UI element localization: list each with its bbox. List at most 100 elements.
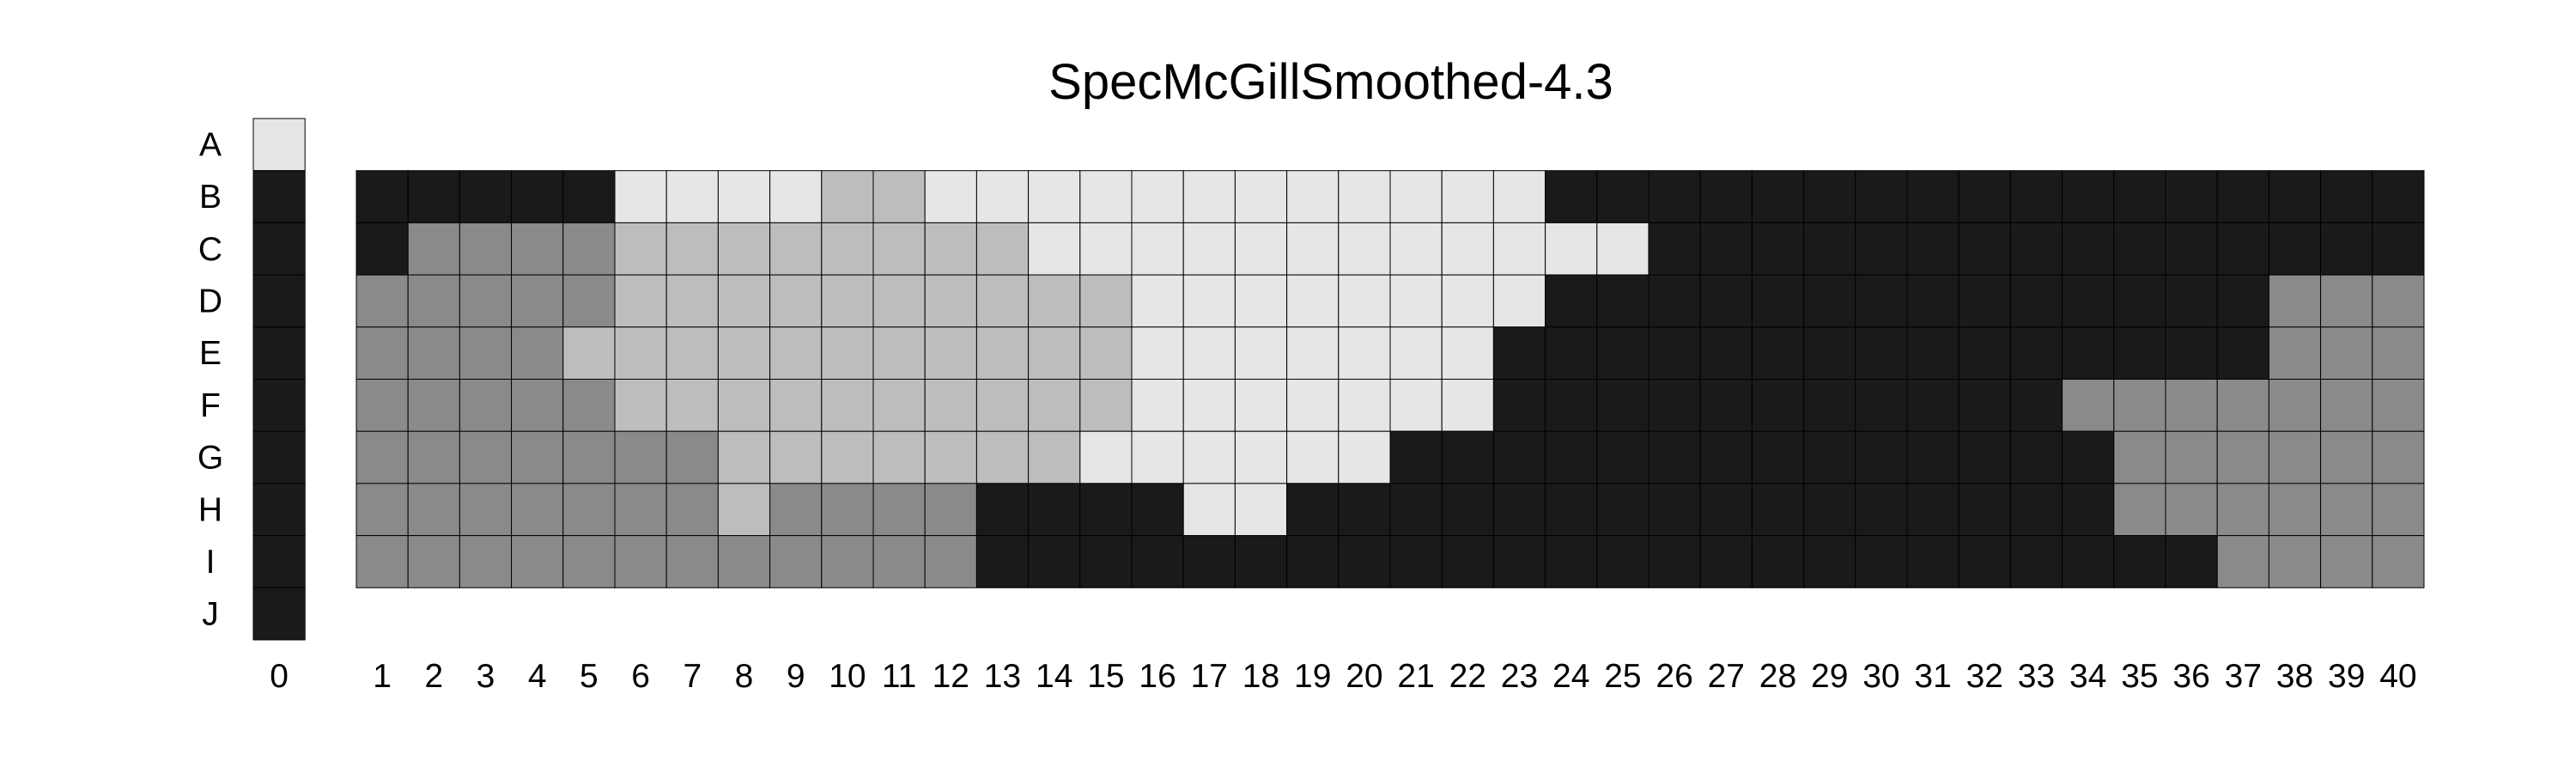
heatmap-cell-c-9 <box>769 222 823 276</box>
heatmap-cell-b-35 <box>2113 170 2166 223</box>
heatmap-cell-e-1 <box>355 326 409 380</box>
heatmap-cell-e-18 <box>1234 326 1288 380</box>
heatmap-cell-g-40 <box>2372 430 2425 484</box>
heatmap-cell-f-35 <box>2113 379 2166 432</box>
heatmap-cell-f-24 <box>1545 379 1598 432</box>
heatmap-cell-c-29 <box>1803 222 1856 276</box>
heatmap-cell-h-25 <box>1596 483 1649 537</box>
heatmap-cell-b-40 <box>2372 170 2425 223</box>
heatmap-cell-b-7 <box>665 170 719 223</box>
heatmap-cell-f-38 <box>2268 379 2322 432</box>
heatmap-cell-g-13 <box>975 430 1030 484</box>
column-label-22: 22 <box>1449 658 1486 695</box>
heatmap-cell-h-1 <box>355 483 409 537</box>
heatmap-cell-c-40 <box>2372 222 2425 276</box>
column-label-24: 24 <box>1552 658 1589 695</box>
heatmap-cell-e-7 <box>665 326 719 380</box>
heatmap-cell-b-22 <box>1441 170 1494 223</box>
heatmap-cell-f-13 <box>975 379 1030 432</box>
heatmap-cell-i-11 <box>872 535 926 588</box>
heatmap-cell-f-32 <box>1958 379 2011 432</box>
heatmap-cell-e-11 <box>872 326 926 380</box>
heatmap-cell-e-9 <box>769 326 823 380</box>
column-label-39: 39 <box>2328 658 2365 695</box>
row-label-a: A <box>199 126 222 163</box>
heatmap-cell-h-21 <box>1389 483 1443 537</box>
heatmap-cell-c-22 <box>1441 222 1494 276</box>
heatmap-cell-c-31 <box>1906 222 1959 276</box>
heatmap-cell-i-18 <box>1234 535 1288 588</box>
heatmap-cell-c-27 <box>1699 222 1753 276</box>
heatmap-cell-b-24 <box>1545 170 1598 223</box>
column-label-33: 33 <box>2018 658 2055 695</box>
heatmap-cell-c-30 <box>1855 222 1908 276</box>
heatmap-cell-i-15 <box>1079 535 1133 588</box>
column-label-38: 38 <box>2276 658 2313 695</box>
column-label-14: 14 <box>1036 658 1072 695</box>
heatmap-cell-c-19 <box>1286 222 1340 276</box>
heatmap-cell-i-40 <box>2372 535 2425 588</box>
heatmap-cell-i-3 <box>459 535 513 588</box>
heatmap-cell-g-30 <box>1855 430 1908 484</box>
heatmap-cell-f-27 <box>1699 379 1753 432</box>
heatmap-cell-b-30 <box>1855 170 1908 223</box>
heatmap-cell-d-17 <box>1182 274 1236 328</box>
column-label-37: 37 <box>2225 658 2262 695</box>
heatmap-cell-d-19 <box>1286 274 1340 328</box>
heatmap-cell-d-20 <box>1338 274 1391 328</box>
heatmap-cell-f-16 <box>1131 379 1184 432</box>
heatmap-cell-h-8 <box>717 483 771 537</box>
heatmap-cell-g-7 <box>665 430 719 484</box>
column-label-20: 20 <box>1346 658 1382 695</box>
heatmap-cell-h-6 <box>614 483 667 537</box>
heatmap-cell-h-29 <box>1803 483 1856 537</box>
heatmap-cell-b-12 <box>924 170 977 223</box>
heatmap-cell-g-6 <box>614 430 667 484</box>
heatmap-cell-b-5 <box>562 170 616 223</box>
heatmap-cell-g-39 <box>2320 430 2373 484</box>
heatmap-cell-e-22 <box>1441 326 1494 380</box>
column-label-35: 35 <box>2121 658 2158 695</box>
heatmap-cell-c-34 <box>2062 222 2115 276</box>
heatmap-cell-d-14 <box>1028 274 1081 328</box>
row-label-h: H <box>198 491 222 528</box>
heatmap-cell-c-26 <box>1648 222 1701 276</box>
heatmap-cell-c-15 <box>1079 222 1133 276</box>
heatmap-cell-e-15 <box>1079 326 1133 380</box>
heatmap-cell-d-32 <box>1958 274 2011 328</box>
heatmap-cell-c-25 <box>1596 222 1649 276</box>
heatmap-cell-g-12 <box>924 430 977 484</box>
heatmap-cell-e-33 <box>2009 326 2063 380</box>
row-label-f: F <box>200 387 221 424</box>
heatmap-cell-g-20 <box>1338 430 1391 484</box>
heatmap-cell-e-19 <box>1286 326 1340 380</box>
column-label-31: 31 <box>1914 658 1951 695</box>
heatmap-cell-b-13 <box>975 170 1030 223</box>
heatmap-cell-i-8 <box>717 535 771 588</box>
heatmap-cell-e-35 <box>2113 326 2166 380</box>
heatmap-cell-f-17 <box>1182 379 1236 432</box>
heatmap-cell-g-19 <box>1286 430 1340 484</box>
heatmap-cell-d-25 <box>1596 274 1649 328</box>
heatmap-cell-d-8 <box>717 274 771 328</box>
heatmap-cell-b-20 <box>1338 170 1391 223</box>
heatmap-cell-i-21 <box>1389 535 1443 588</box>
heatmap-cell-b-15 <box>1079 170 1133 223</box>
heatmap-cell-c-14 <box>1028 222 1081 276</box>
heatmap-cell-f-23 <box>1492 379 1546 432</box>
heatmap-cell-b-31 <box>1906 170 1959 223</box>
heatmap-cell-i-26 <box>1648 535 1701 588</box>
heatmap-cell-d-2 <box>407 274 460 328</box>
heatmap-cell-e-38 <box>2268 326 2322 380</box>
heatmap-cell-h-2 <box>407 483 460 537</box>
heatmap-cell-g-27 <box>1699 430 1753 484</box>
heatmap-cell-e-34 <box>2062 326 2115 380</box>
heatmap-cell-c-37 <box>2216 222 2269 276</box>
heatmap-cell-g-9 <box>769 430 823 484</box>
heatmap-cell-b-37 <box>2216 170 2269 223</box>
heatmap-cell-f-28 <box>1751 379 1805 432</box>
heatmap-cell-c-5 <box>562 222 616 276</box>
heatmap-cell-e-39 <box>2320 326 2373 380</box>
heatmap-cell-e-16 <box>1131 326 1184 380</box>
heatmap-cell-d-21 <box>1389 274 1443 328</box>
